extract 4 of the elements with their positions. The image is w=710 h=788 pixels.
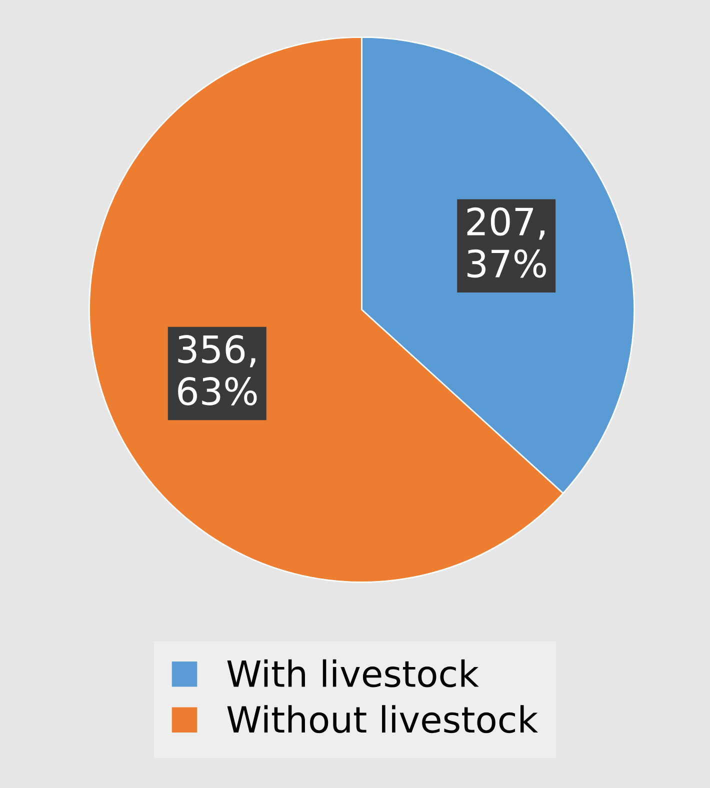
- data-label: 356, 63%: [178, 335, 257, 406]
- data-label: 207, 37%: [467, 207, 546, 278]
- legend-label: Without livestock: [227, 705, 538, 734]
- legend-label: With livestock: [227, 659, 479, 688]
